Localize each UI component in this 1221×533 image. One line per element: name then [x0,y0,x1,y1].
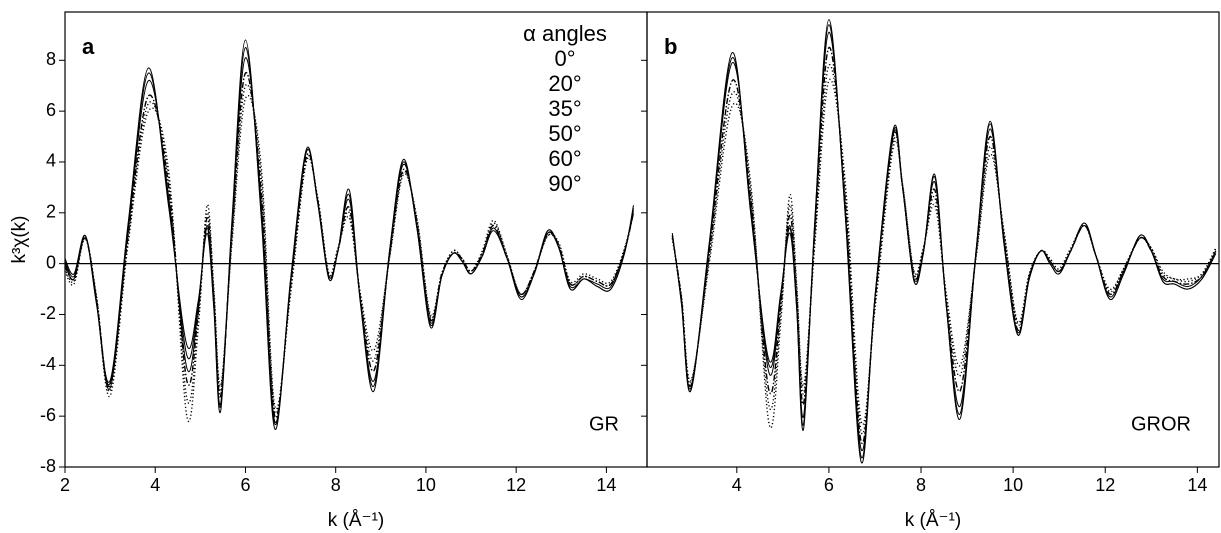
x-tick-label: 10 [416,475,436,495]
x-tick-label: 6 [240,475,250,495]
annotation: GR [589,413,619,435]
x-tick-label: 6 [824,475,834,495]
y-tick-label: 4 [46,151,56,171]
y-tick-label: 2 [46,202,56,222]
y-tick-label: 8 [46,49,56,69]
legend-entry: 35° [548,96,581,121]
x-tick-label: 4 [732,475,742,495]
panel-label: b [664,34,677,59]
data-line [671,24,1217,459]
data-line [671,46,1217,445]
y-tick-label: -8 [40,456,56,476]
panel-label: a [82,34,95,59]
data-line [64,72,635,419]
x-tick-label: 4 [150,475,160,495]
y-axis-label: k³χ(k) [9,216,30,264]
y-tick-label: -4 [40,354,56,374]
y-tick-label: 0 [46,252,56,272]
x-tick-label: 14 [596,475,616,495]
x-tick-label: 2 [60,475,70,495]
y-tick-label: -2 [40,303,56,323]
plot-frame [646,11,1220,468]
x-tick-label: 12 [1095,475,1115,495]
x-tick-label: 8 [331,475,341,495]
legend-entry: 20° [548,71,581,96]
legend-entry: 90° [548,171,581,196]
x-tick-label: 14 [1187,475,1207,495]
y-tick-label: -6 [40,405,56,425]
data-line [671,78,1217,429]
x-axis-label: k (Å⁻¹) [905,510,961,531]
x-tick-label: 8 [916,475,926,495]
x-axis-label: k (Å⁻¹) [328,510,384,531]
annotation: GROR [1131,413,1191,435]
x-tick-label: 10 [1003,475,1023,495]
data-line [64,47,634,425]
y-tick-label: 6 [46,100,56,120]
legend-entry: 60° [548,146,581,171]
legend-title: α angles [523,21,607,46]
legend-entry: 0° [554,46,575,71]
x-tick-label: 12 [506,475,526,495]
legend-entry: 50° [548,121,581,146]
data-line [671,64,1217,435]
